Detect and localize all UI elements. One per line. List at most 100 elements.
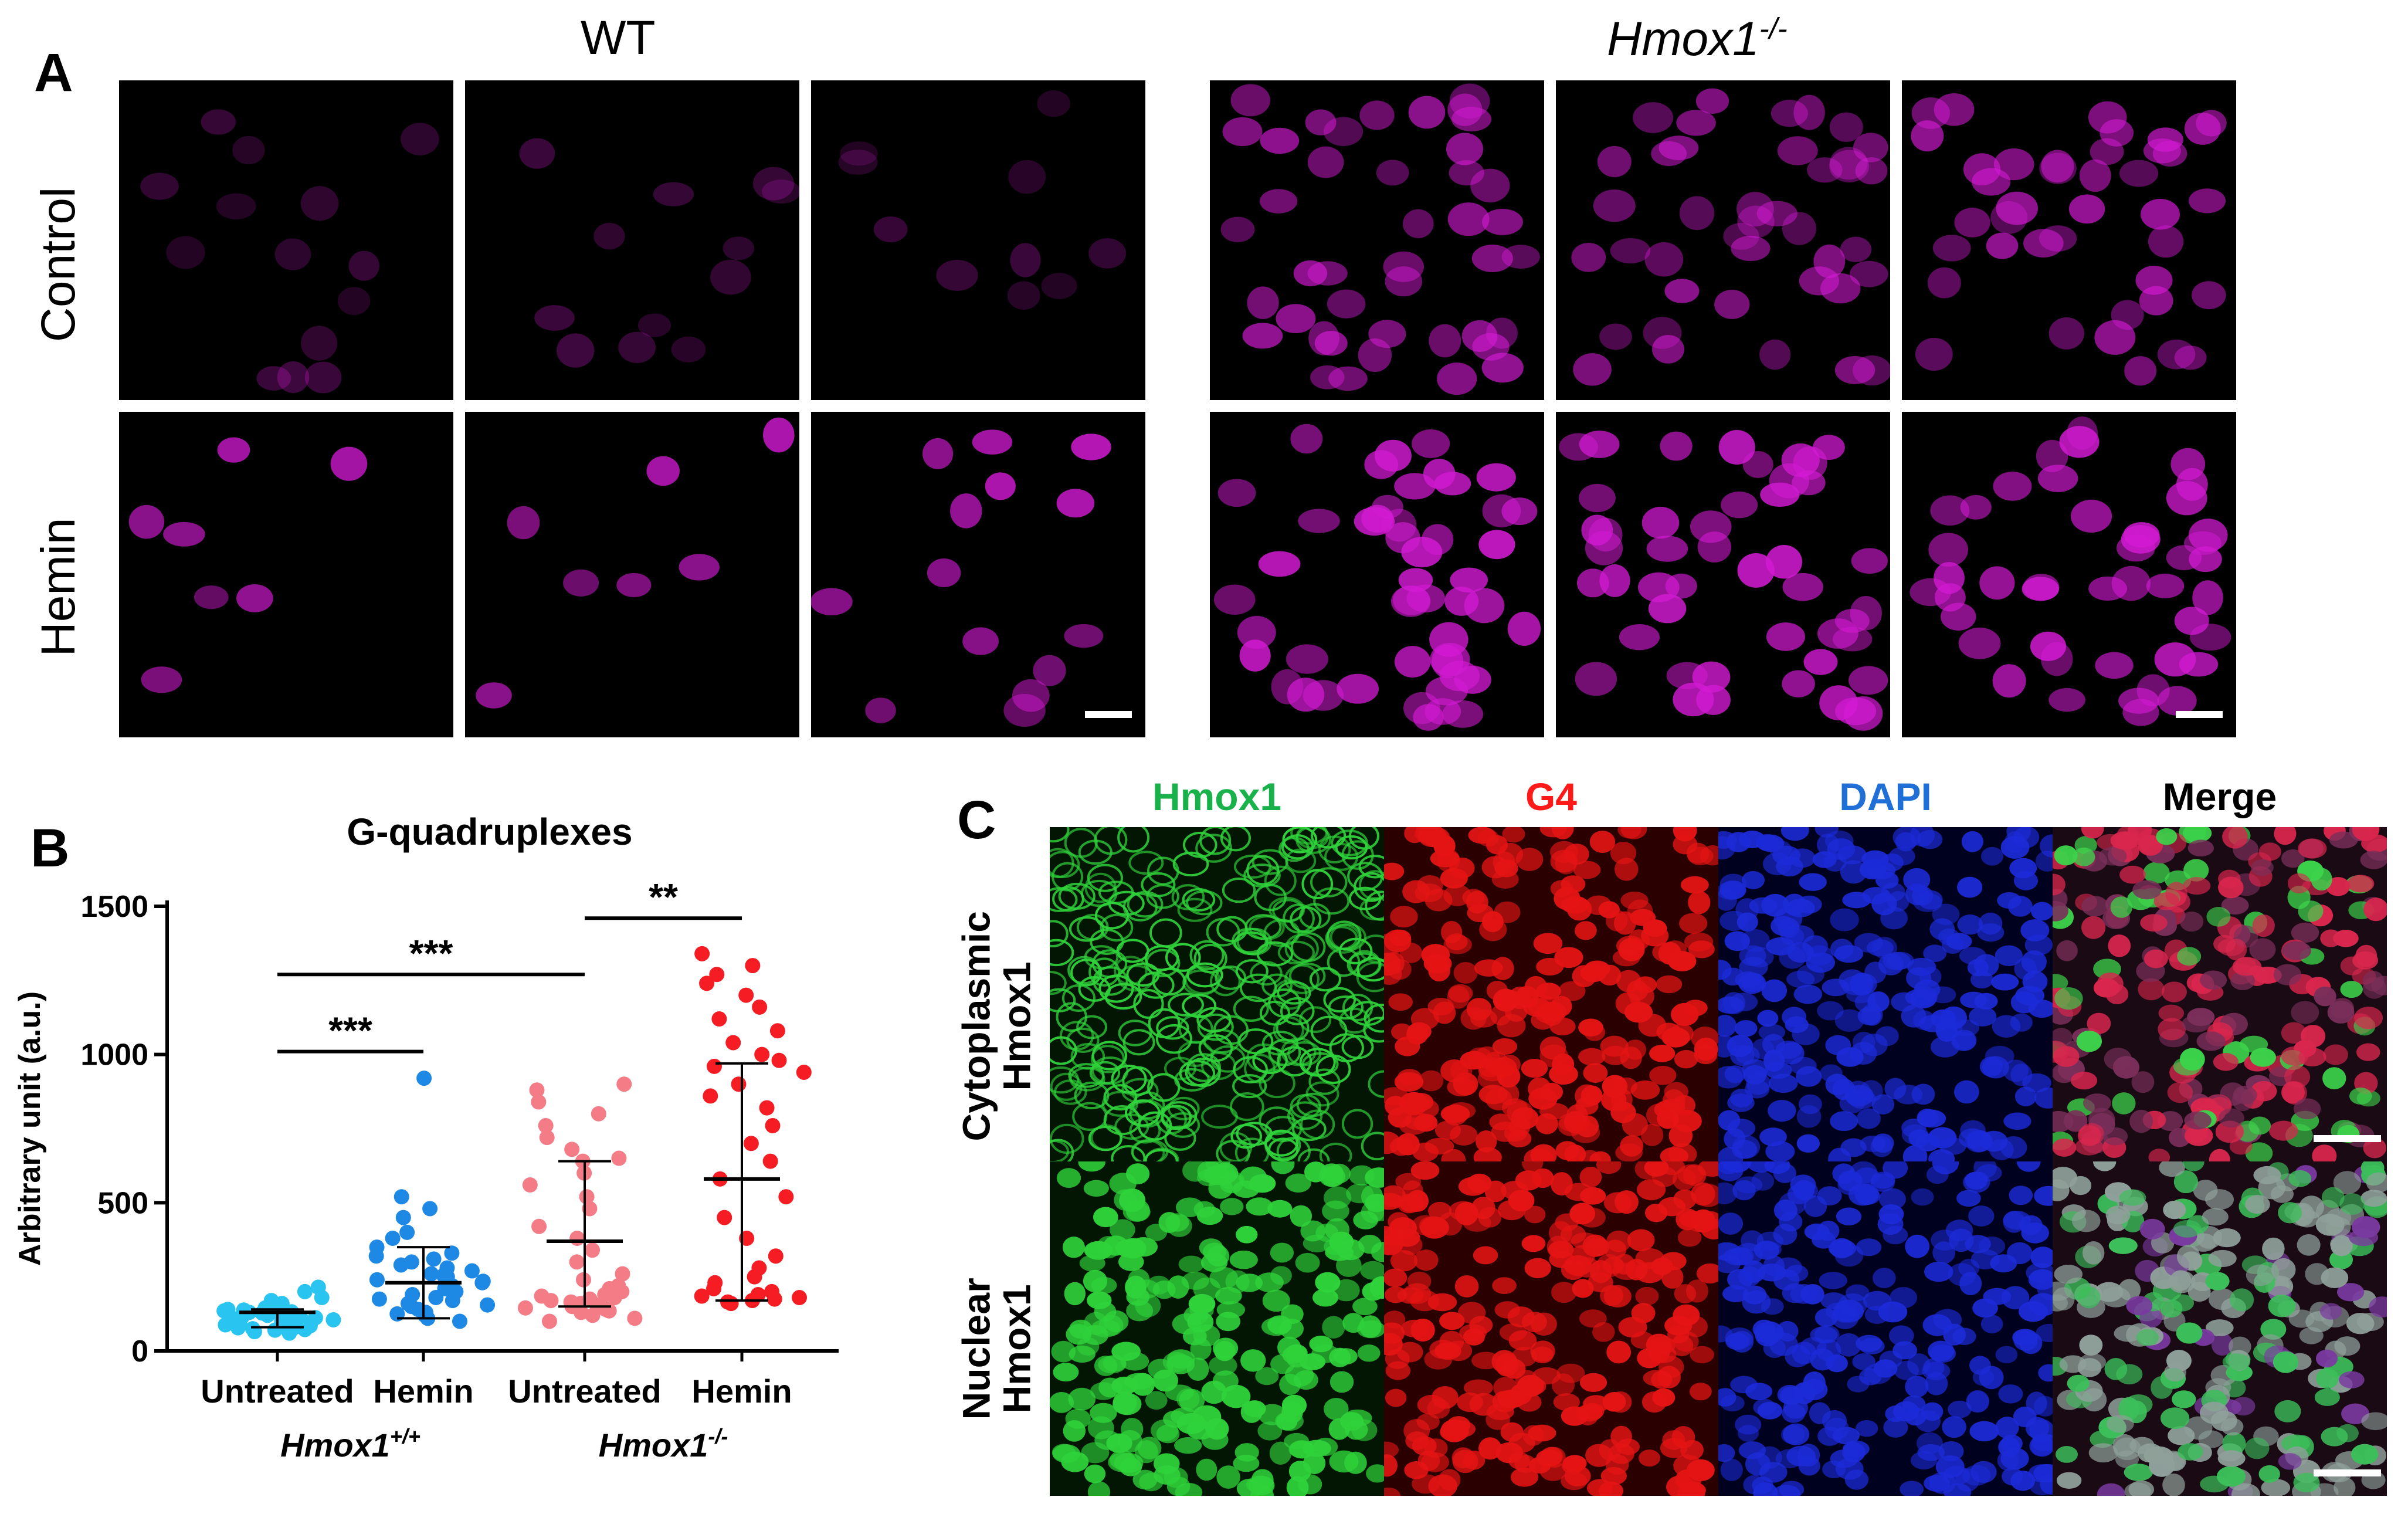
micrograph-nuclear-hmox1 (1050, 1161, 1384, 1496)
scale-bar (2314, 1135, 2381, 1142)
row-label-cytoplasmic: Cytoplasmic Hmox1 (954, 879, 1039, 1173)
data-point (394, 1189, 409, 1205)
data-point (395, 1210, 411, 1225)
data-point (325, 1312, 341, 1327)
data-point (522, 1177, 538, 1193)
data-point (538, 1117, 554, 1133)
data-point (711, 1011, 727, 1027)
data-point (743, 1136, 759, 1151)
micrograph-wt-control-3 (811, 80, 1145, 400)
x-tick-label: Hemin (691, 1373, 792, 1410)
micrograph-ko-hemin-3 (1902, 412, 2236, 737)
data-point (422, 1201, 438, 1217)
data-point (582, 1291, 598, 1307)
data-point (444, 1245, 460, 1261)
data-point (764, 1283, 779, 1299)
data-point (752, 999, 768, 1015)
data-point (699, 976, 715, 991)
data-point (464, 1263, 480, 1279)
micrograph-nuclear-merge (2053, 1161, 2387, 1496)
micrograph-wt-control-2 (465, 80, 799, 400)
micrograph-ko-control-1 (1210, 80, 1544, 400)
data-point (564, 1142, 580, 1157)
y-tick-label: 500 (97, 1186, 148, 1220)
data-point (369, 1272, 385, 1288)
micrograph-cytoplasmic-g4 (1384, 827, 1718, 1161)
data-point (745, 958, 761, 974)
data-point (310, 1279, 326, 1295)
data-point (703, 1088, 718, 1104)
micrograph-cytoplasmic-hmox1 (1050, 827, 1384, 1161)
data-point (769, 1023, 785, 1039)
data-point (709, 967, 725, 983)
wt-group-title: WT (581, 11, 656, 65)
data-point (616, 1076, 632, 1092)
group-label: Hmox1+/+ (280, 1424, 420, 1464)
y-tick-label: 1000 (80, 1038, 148, 1072)
data-point (694, 1288, 710, 1304)
data-point (792, 1290, 808, 1306)
significance-label: *** (328, 1010, 372, 1052)
data-point (768, 1248, 784, 1264)
data-point (778, 1189, 794, 1205)
y-axis-label: Arbitrary unit (a.u.) (13, 991, 47, 1266)
data-point (399, 1224, 415, 1240)
data-point (765, 1117, 781, 1133)
x-tick-label: Untreated (201, 1373, 354, 1410)
data-point (611, 1150, 627, 1166)
data-point (569, 1230, 585, 1246)
micrograph-cytoplasmic-merge (2053, 827, 2387, 1161)
data-point (751, 1260, 767, 1276)
data-point (439, 1260, 455, 1276)
data-point (403, 1254, 419, 1270)
data-point (579, 1189, 595, 1205)
data-point (759, 1100, 775, 1116)
data-point (297, 1283, 313, 1299)
micrograph-wt-control-1 (119, 80, 453, 400)
ko-group-title-sup: -/- (1759, 12, 1788, 45)
row-label-hemin: Hemin (32, 517, 85, 657)
data-point (707, 1275, 723, 1291)
significance-label: ** (649, 876, 678, 918)
data-point (569, 1254, 585, 1270)
data-point (371, 1291, 387, 1307)
data-point (720, 1294, 735, 1310)
micrograph-ko-control-3 (1902, 80, 2236, 400)
micrograph-wt-hemin-3 (811, 412, 1145, 737)
data-point (529, 1082, 545, 1098)
data-point (236, 1302, 252, 1318)
g4-scatter-chart: G-quadruplexes 0 500 1000 1500 Arbitrary unit… (13, 811, 839, 1464)
x-tick-label: Hemin (373, 1373, 473, 1410)
data-point (717, 1210, 732, 1225)
data-point (426, 1251, 442, 1267)
significance-label: *** (409, 932, 453, 974)
data-point (245, 1321, 260, 1337)
ko-group-title: Hmox1-/- (1607, 12, 1788, 66)
chart-title: G-quadruplexes (347, 811, 632, 853)
ko-group-title-base: Hmox1 (1607, 12, 1759, 66)
micrograph-nuclear-dapi (1718, 1161, 2053, 1496)
data-point (771, 1052, 787, 1068)
data-point (706, 1058, 722, 1074)
data-point (452, 1313, 467, 1329)
micrograph-ko-hemin-2 (1556, 412, 1890, 737)
row-label-nuclear-line1: Nuclear (954, 1278, 998, 1420)
micrograph-wt-hemin-2 (465, 412, 799, 737)
micrograph-wt-hemin-1 (119, 412, 453, 737)
data-point (725, 1035, 741, 1051)
micrograph-cytoplasmic-dapi (1718, 827, 2053, 1161)
data-point (615, 1266, 630, 1282)
row-label-cytoplasmic-line1: Cytoplasmic (954, 911, 998, 1142)
data-point (263, 1293, 279, 1309)
micrograph-nuclear-g4 (1384, 1161, 1718, 1496)
scale-bar (2176, 711, 2223, 718)
col-label-hmox1: Hmox1 (1152, 775, 1282, 818)
panel-c-letter: C (957, 790, 996, 850)
data-point (627, 1310, 643, 1326)
data-point (480, 1297, 496, 1313)
data-point (731, 1076, 747, 1092)
micrograph-ko-control-2 (1556, 80, 1890, 400)
col-label-merge: Merge (2162, 775, 2277, 818)
data-point (534, 1288, 550, 1304)
row-label-cytoplasmic-line2: Hmox1 (995, 961, 1039, 1091)
